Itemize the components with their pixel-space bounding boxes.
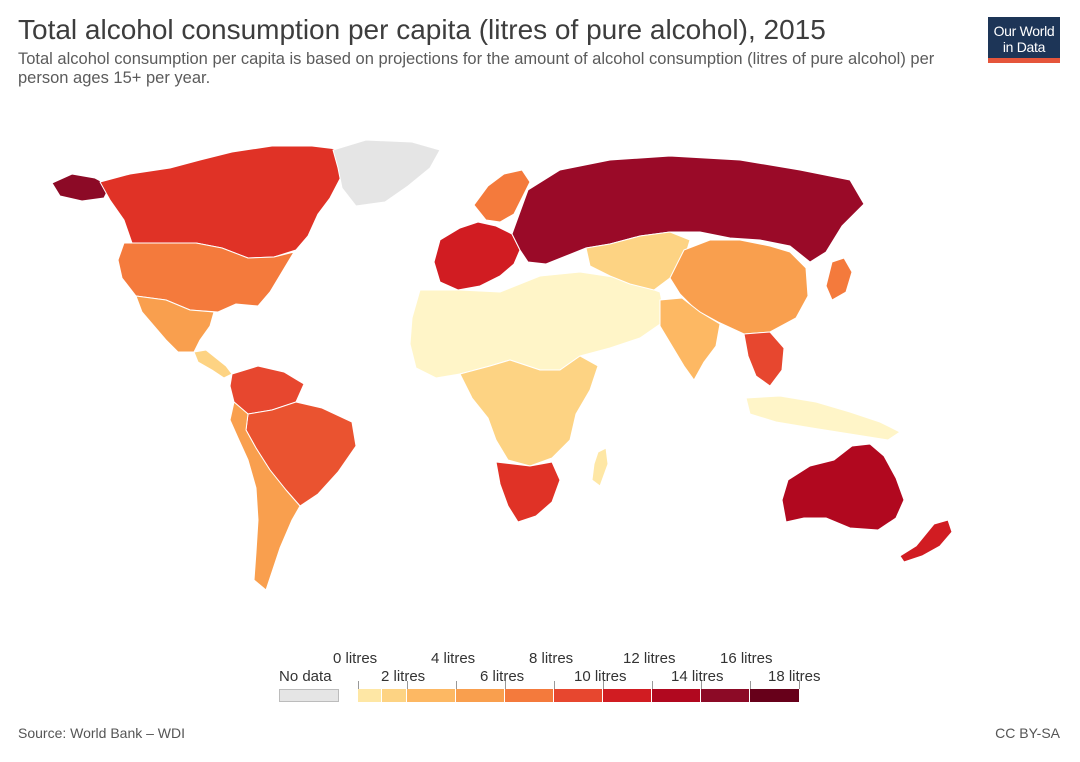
region-central-america[interactable] [193,349,233,379]
legend-swatch[interactable] [382,689,407,702]
region-eastern-europe-russia[interactable] [511,155,865,265]
region-southeast-asia[interactable] [743,331,785,387]
legend-tick [505,681,506,689]
legend-label-8: 8 litres [529,650,574,667]
legend-swatch[interactable] [358,689,382,702]
legend-swatch[interactable] [407,689,456,702]
source-note: Source: World Bank – WDI [18,725,186,741]
region-china[interactable] [669,239,809,335]
legend-label-0: 0 litres [333,650,378,667]
region-scandinavia[interactable] [473,169,531,223]
world-map [51,139,953,591]
region-new-zealand[interactable] [899,519,953,563]
legend-swatch[interactable] [505,689,554,702]
logo-accent-bar [988,58,1060,63]
legend-label-6: 6 litres [480,668,525,685]
region-madagascar[interactable] [591,447,609,487]
region-usa[interactable] [117,242,295,313]
legend-no-data-swatch[interactable] [279,689,339,702]
region-western-europe[interactable] [433,221,521,291]
region-japan[interactable] [825,257,853,301]
legend-label-10: 10 litres [574,668,627,685]
legend-no-data-label: No data [279,668,332,685]
region-southern-africa[interactable] [495,461,561,523]
region-canada[interactable] [99,145,346,259]
chart-title: Total alcohol consumption per capita (li… [18,14,826,45]
legend-tick [603,681,604,689]
legend-tick [701,681,702,689]
legend-label-12: 12 litres [623,650,676,667]
legend-label-16: 16 litres [720,650,773,667]
legend-tick [750,681,751,689]
logo-line-2: in Data [1002,39,1046,55]
region-australia[interactable] [781,443,905,531]
legend-swatch[interactable] [554,689,603,702]
legend-tick [456,681,457,689]
region-alaska[interactable] [51,173,111,202]
chart-subtitle: Total alcohol consumption per capita is … [18,50,935,87]
license-note[interactable]: CC BY-SA [995,725,1060,741]
legend-tick [358,681,359,689]
region-greenland[interactable] [332,139,441,207]
legend-tick [799,681,800,689]
legend-tick [407,681,408,689]
region-central-africa[interactable] [459,355,599,467]
region-india[interactable] [659,297,721,381]
owid-logo[interactable]: Our World in Data [988,17,1060,63]
legend-swatch[interactable] [603,689,652,702]
region-mexico[interactable] [135,295,215,353]
legend-swatch[interactable] [652,689,701,702]
legend-tick [554,681,555,689]
region-south-america-south[interactable] [229,401,301,591]
legend-label-4: 4 litres [431,650,476,667]
legend-label-14: 14 litres [671,668,724,685]
legend-label-18: 18 litres [768,668,821,685]
region-north-africa-middle-east[interactable] [409,271,667,379]
region-indonesia[interactable] [745,395,901,441]
legend-swatch[interactable] [456,689,505,702]
legend-label-2: 2 litres [381,668,426,685]
legend-swatch[interactable] [750,689,800,702]
logo-line-1: Our World [993,23,1055,39]
legend-tick [652,681,653,689]
legend-swatch[interactable] [701,689,750,702]
